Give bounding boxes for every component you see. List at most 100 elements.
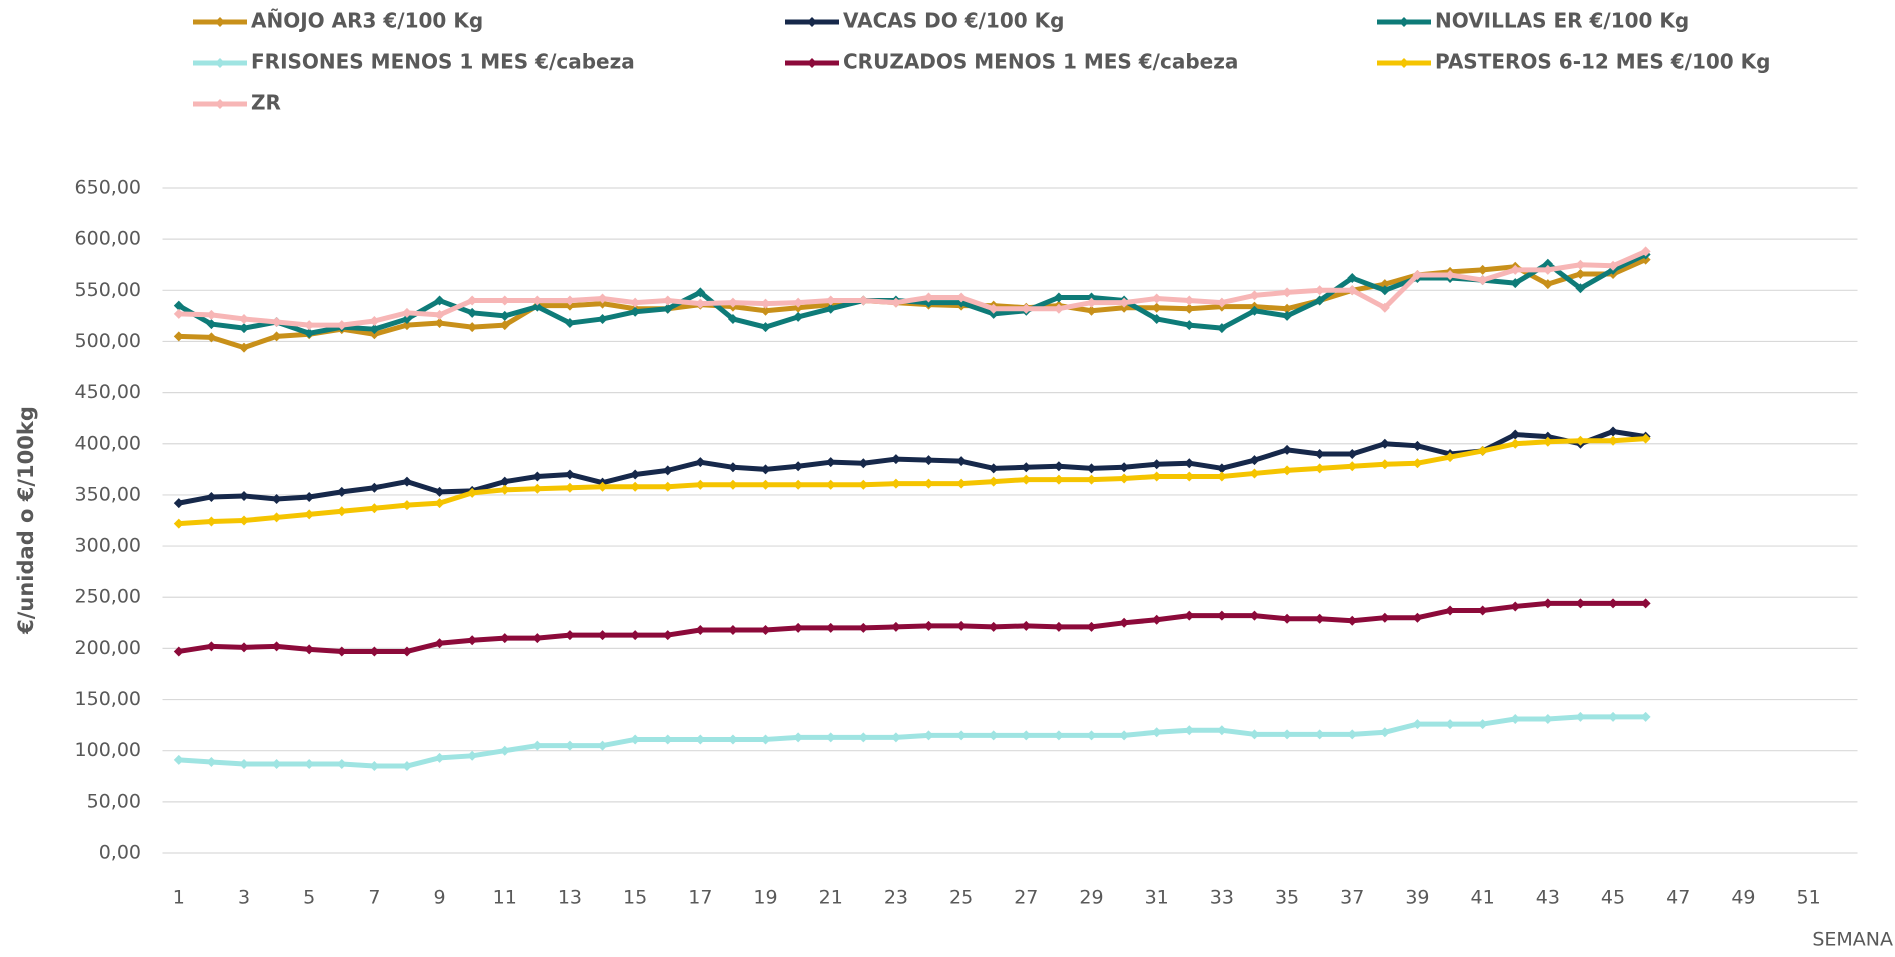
data-point: [564, 469, 575, 480]
data-point: [1086, 621, 1097, 632]
legend-label: AÑOJO AR3 €/100 Kg: [251, 9, 483, 33]
data-point: [597, 293, 608, 304]
data-point: [760, 305, 771, 316]
data-point: [988, 463, 999, 474]
data-point: [1086, 474, 1097, 485]
data-point: [206, 332, 217, 343]
data-point: [434, 498, 445, 509]
legend-label: PASTEROS 6-12 MES €/100 Kg: [1435, 50, 1770, 74]
data-point: [1510, 601, 1521, 612]
data-point: [336, 486, 347, 497]
data-point: [597, 481, 608, 492]
legend-label: CRUZADOS MENOS 1 MES €/cabeza: [843, 50, 1238, 74]
data-point: [956, 478, 967, 489]
x-tick-label: 3: [238, 887, 250, 909]
data-point: [336, 320, 347, 331]
data-point: [304, 644, 315, 655]
data-point: [1445, 605, 1456, 616]
data-point: [1216, 323, 1227, 334]
data-point: [467, 295, 478, 306]
data-point: [271, 641, 282, 652]
data-point: [564, 482, 575, 493]
data-point: [630, 481, 641, 492]
data-point: [336, 758, 347, 769]
data-point: [825, 295, 836, 306]
data-point: [988, 303, 999, 314]
data-point: [1412, 719, 1423, 730]
data-point: [923, 620, 934, 631]
data-point: [401, 476, 412, 487]
data-point: [890, 732, 901, 743]
data-point: [1608, 435, 1619, 446]
y-tick-label: 200,00: [75, 637, 141, 659]
data-point: [695, 479, 706, 490]
data-point: [1249, 610, 1260, 621]
x-tick-label: 11: [493, 887, 517, 909]
data-point: [1575, 268, 1586, 279]
data-point: [499, 633, 510, 644]
data-point: [630, 306, 641, 317]
data-point: [858, 295, 869, 306]
data-point: [1249, 729, 1260, 740]
data-point: [1086, 297, 1097, 308]
x-tick-label: 41: [1471, 887, 1495, 909]
data-point: [1119, 730, 1130, 741]
data-point: [1347, 461, 1358, 472]
data-point: [1477, 445, 1488, 456]
x-tick-label: 39: [1405, 887, 1429, 909]
data-point: [793, 311, 804, 322]
data-point: [630, 297, 641, 308]
data-point: [1542, 436, 1553, 447]
data-point: [434, 486, 445, 497]
data-point: [597, 740, 608, 751]
data-point: [1640, 711, 1651, 722]
data-point: [1575, 711, 1586, 722]
data-point: [1053, 730, 1064, 741]
data-point: [1151, 471, 1162, 482]
data-point: [532, 633, 543, 644]
data-point: [695, 734, 706, 745]
legend-marker: [807, 58, 817, 68]
data-point: [434, 638, 445, 649]
data-point: [727, 734, 738, 745]
legend-marker: [1399, 17, 1409, 27]
data-point: [923, 730, 934, 741]
data-point: [1119, 617, 1130, 628]
legend-label: NOVILLAS ER €/100 Kg: [1435, 9, 1689, 33]
data-point: [1151, 614, 1162, 625]
data-point: [1119, 462, 1130, 473]
data-point: [662, 481, 673, 492]
y-tick-label: 550,00: [75, 279, 141, 301]
data-point: [1314, 449, 1325, 459]
data-point: [173, 300, 184, 311]
data-point: [206, 641, 217, 652]
data-point: [434, 295, 445, 306]
data-point: [1575, 259, 1586, 270]
data-point: [923, 455, 934, 466]
data-point: [1412, 440, 1423, 451]
y-tick-label: 250,00: [75, 586, 141, 608]
legend-label: VACAS DO €/100 Kg: [843, 9, 1064, 33]
data-point: [1021, 620, 1032, 631]
data-point: [401, 761, 412, 772]
legend-label: ZR: [251, 91, 281, 115]
data-point: [662, 465, 673, 476]
data-point: [1151, 459, 1162, 470]
data-point: [695, 457, 706, 468]
data-point: [1086, 305, 1097, 316]
data-point: [1608, 598, 1619, 609]
x-tick-label: 21: [819, 887, 843, 909]
data-point: [564, 295, 575, 306]
data-point: [532, 471, 543, 482]
data-point: [238, 758, 249, 769]
data-point: [206, 756, 217, 767]
data-point: [369, 646, 380, 657]
x-tick-label: 47: [1666, 887, 1690, 909]
data-point: [1184, 725, 1195, 736]
x-tick-label: 13: [558, 887, 582, 909]
data-point: [1282, 287, 1293, 298]
data-point: [1379, 279, 1390, 290]
x-tick-label: 7: [368, 887, 380, 909]
data-point: [858, 622, 869, 633]
data-point: [173, 498, 184, 509]
